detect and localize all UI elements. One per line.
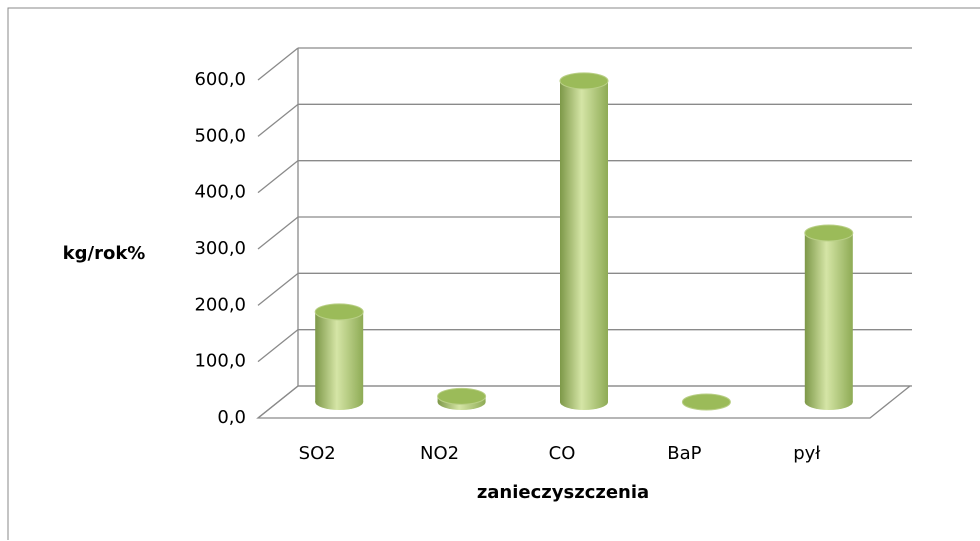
y-axis-label: kg/rok%: [63, 243, 146, 264]
grid-line-side: [257, 385, 299, 419]
grid-line-side: [257, 103, 299, 137]
x-tick-label: CO: [549, 443, 576, 464]
y-tick-label: 200,0: [194, 294, 246, 315]
x-tick-label: pył: [793, 443, 821, 464]
grid-line-side: [257, 216, 299, 250]
grid-line-side: [257, 272, 299, 306]
bar-top: [437, 387, 487, 405]
y-tick-label: 400,0: [194, 182, 246, 203]
bar-body: [315, 311, 364, 402]
x-tick-label: NO2: [420, 443, 459, 464]
bar-bottom: [804, 394, 853, 410]
grid-line-side: [257, 160, 299, 194]
bar-top: [314, 303, 364, 321]
y-tick-label: 0,0: [217, 407, 246, 428]
bar-body: [560, 80, 608, 403]
bar: [804, 224, 854, 410]
frame: [7, 7, 980, 540]
bar-body: [804, 233, 853, 402]
x-tick-label: BaP: [667, 443, 701, 464]
bar: [681, 393, 731, 411]
y-tick-label: 300,0: [194, 238, 246, 259]
bar: [314, 303, 364, 410]
bar-top: [804, 224, 854, 242]
grid-line-side: [257, 47, 299, 81]
bar-bottom: [560, 394, 608, 410]
bar: [559, 72, 609, 410]
grid-line-side: [257, 329, 299, 363]
bar-top: [559, 72, 609, 90]
bar: [437, 387, 487, 410]
y-tick-label: 600,0: [194, 69, 246, 90]
y-tick-label: 500,0: [194, 125, 246, 146]
bar-bottom: [315, 394, 364, 410]
x-axis-label: zanieczyszczenia: [477, 482, 649, 503]
bar-top: [681, 393, 731, 411]
y-tick-label: 100,0: [194, 351, 246, 372]
x-tick-label: SO2: [299, 443, 336, 464]
